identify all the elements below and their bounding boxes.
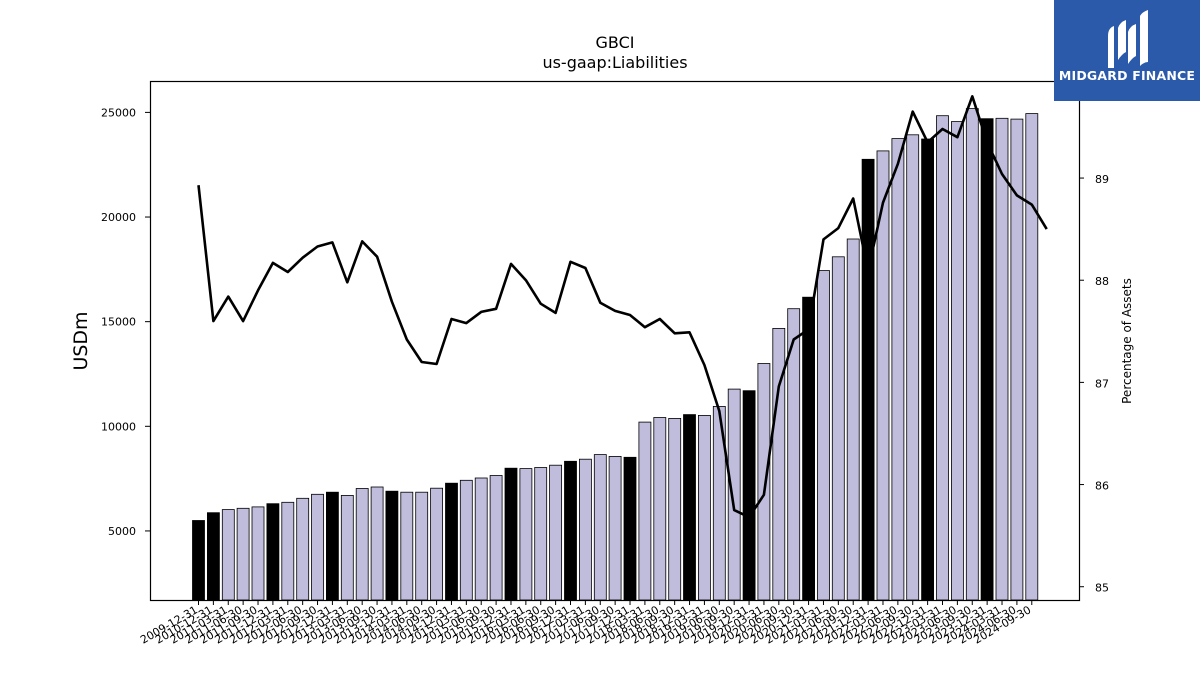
bar bbox=[727, 388, 741, 601]
y2-tick-label: 89 bbox=[1095, 173, 1109, 186]
bar bbox=[534, 467, 548, 601]
bar bbox=[221, 509, 235, 601]
bar bbox=[474, 477, 488, 601]
mf-monogram-icon bbox=[1108, 10, 1148, 68]
bar bbox=[742, 390, 756, 601]
bar bbox=[400, 491, 414, 601]
bar bbox=[802, 296, 815, 601]
bar bbox=[251, 506, 265, 601]
bar bbox=[236, 507, 250, 601]
bar bbox=[340, 494, 354, 601]
chart-subtitle: us-gaap:Liabilities bbox=[542, 53, 687, 72]
bar bbox=[385, 490, 399, 601]
line-series bbox=[197, 95, 1048, 519]
bar bbox=[579, 458, 592, 601]
bar bbox=[370, 486, 384, 601]
line-series-path bbox=[197, 95, 1048, 519]
bar bbox=[951, 121, 964, 601]
y2-axis-label: Percentage of Assets bbox=[1120, 278, 1134, 404]
chart-title: GBCI bbox=[596, 33, 635, 52]
bar bbox=[445, 482, 458, 601]
bar bbox=[980, 118, 994, 601]
bar bbox=[831, 256, 845, 601]
y2-tick-label: 87 bbox=[1095, 377, 1109, 390]
bar bbox=[698, 414, 711, 601]
y-tick-label: 25000 bbox=[101, 106, 136, 119]
y-tick-label: 10000 bbox=[101, 420, 136, 433]
bar bbox=[1025, 113, 1039, 601]
bar bbox=[683, 414, 696, 601]
bar bbox=[965, 108, 979, 601]
bar bbox=[504, 467, 518, 601]
bar bbox=[489, 475, 503, 601]
bar bbox=[668, 417, 682, 601]
bar bbox=[906, 134, 920, 601]
bar bbox=[593, 454, 607, 601]
y-tick-label: 5000 bbox=[108, 525, 136, 538]
bar bbox=[623, 456, 637, 601]
bar bbox=[757, 363, 771, 601]
bar bbox=[325, 491, 339, 601]
y-axis-right: 85 86 87 88 89 bbox=[1079, 173, 1109, 595]
bar bbox=[206, 512, 220, 601]
bar bbox=[846, 238, 860, 601]
bar bbox=[281, 501, 295, 601]
brand-name: MIDGARD FINANCE bbox=[1058, 68, 1196, 83]
bar bbox=[311, 493, 324, 601]
bar bbox=[564, 460, 577, 601]
bar bbox=[192, 520, 205, 601]
bar bbox=[549, 464, 562, 601]
bar bbox=[355, 488, 369, 601]
bar bbox=[430, 487, 444, 601]
y2-tick-label: 86 bbox=[1095, 480, 1109, 493]
bar bbox=[995, 117, 1009, 601]
bar-series bbox=[192, 108, 1039, 601]
bar bbox=[608, 455, 622, 601]
bar bbox=[921, 138, 934, 601]
y-tick-label: 15000 bbox=[101, 316, 136, 329]
bar bbox=[653, 417, 667, 601]
bar bbox=[415, 491, 429, 601]
brand-logo: MIDGARD FINANCE bbox=[1054, 0, 1200, 101]
bar bbox=[519, 468, 533, 601]
y-axis-left: 5000 10000 15000 20000 25000 bbox=[101, 106, 150, 538]
y-axis-label: USDm bbox=[70, 311, 92, 370]
bar bbox=[296, 497, 310, 601]
bar bbox=[891, 138, 905, 601]
x-axis: 2009-12-312010-12-312011-03-312011-06-30… bbox=[138, 600, 1033, 647]
y2-tick-label: 85 bbox=[1095, 582, 1109, 595]
bar bbox=[936, 115, 949, 601]
bar bbox=[459, 479, 473, 601]
bar bbox=[861, 158, 875, 601]
y2-tick-label: 88 bbox=[1095, 275, 1109, 288]
bar bbox=[266, 503, 280, 601]
bar bbox=[817, 270, 830, 601]
bar bbox=[638, 421, 652, 601]
y-tick-label: 20000 bbox=[101, 211, 136, 224]
